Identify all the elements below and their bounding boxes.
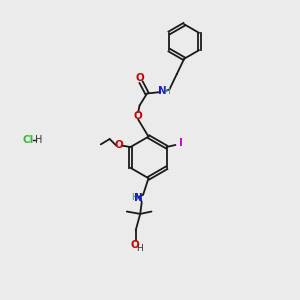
Text: H: H bbox=[136, 244, 143, 253]
Text: I: I bbox=[178, 138, 182, 148]
Text: Cl: Cl bbox=[22, 135, 34, 145]
Text: H: H bbox=[131, 193, 138, 202]
Text: H: H bbox=[35, 135, 43, 145]
Text: O: O bbox=[134, 111, 142, 121]
Text: O: O bbox=[130, 239, 139, 250]
Text: H: H bbox=[163, 87, 170, 96]
Text: N: N bbox=[134, 193, 142, 202]
Text: O: O bbox=[136, 73, 145, 83]
Text: N: N bbox=[158, 86, 167, 96]
Text: O: O bbox=[114, 140, 123, 150]
